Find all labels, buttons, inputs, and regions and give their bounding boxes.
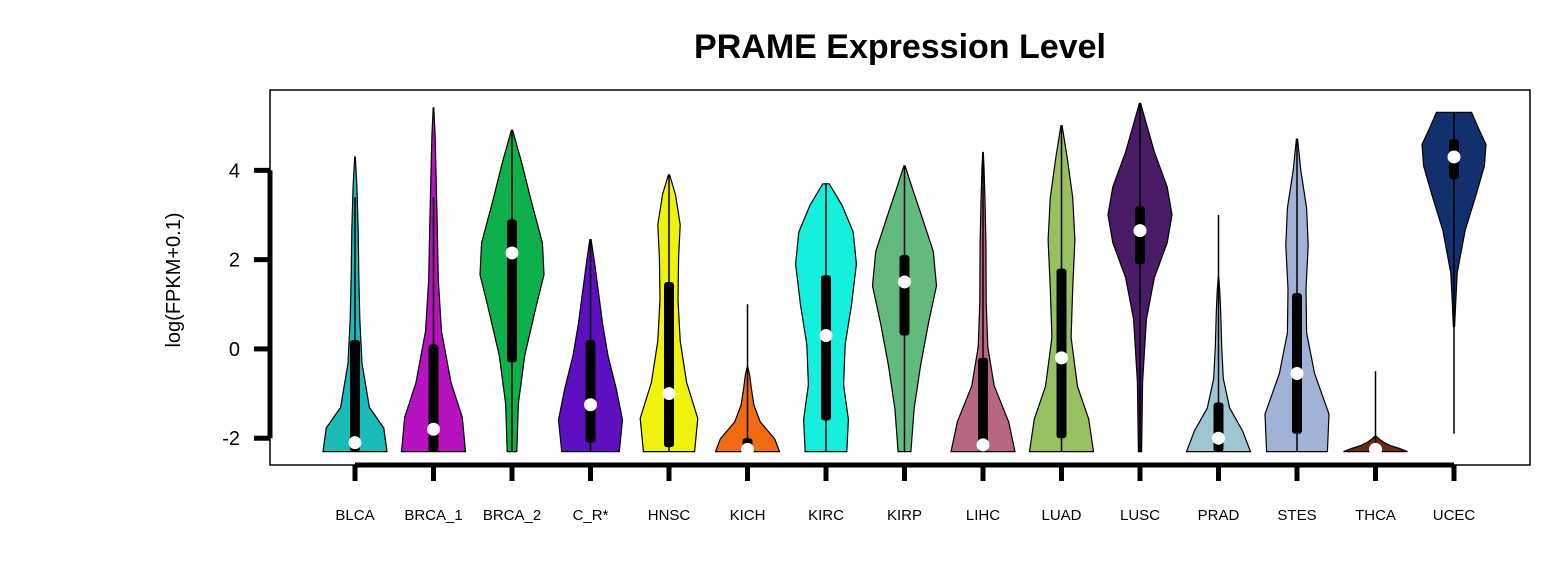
violin-median-point bbox=[976, 438, 990, 452]
y-axis: -2 0 2 4 bbox=[222, 160, 273, 450]
violin-iqr-box bbox=[507, 219, 517, 363]
violin-median-point bbox=[427, 422, 440, 436]
x-tick-label: HNSC bbox=[648, 507, 691, 524]
violin-median-point bbox=[741, 442, 754, 456]
chart-title: PRAME Expression Level bbox=[694, 28, 1106, 66]
violin-median-point bbox=[662, 387, 676, 401]
x-axis: BLCA BRCA_1 BRCA_2 C_R* HNSC KICH KIRC KIRP LIHC… bbox=[335, 462, 1476, 524]
x-tick-label: UCEC bbox=[1433, 507, 1476, 524]
y-axis-label: log(FPKM+0.1) bbox=[163, 212, 185, 347]
violin-median-point bbox=[1369, 442, 1382, 456]
x-tick-label: BRCA_1 bbox=[404, 507, 462, 524]
y-tick-label: 2 bbox=[229, 250, 240, 272]
violin-median-point bbox=[1447, 150, 1461, 164]
x-tick-label: KIRC bbox=[808, 507, 844, 524]
x-tick-label: LUSC bbox=[1120, 507, 1160, 524]
violin-iqr-box bbox=[821, 275, 831, 421]
y-tick-label: 0 bbox=[229, 339, 240, 361]
violin-median-point bbox=[1133, 224, 1147, 238]
violin-iqr-box bbox=[664, 281, 674, 448]
x-tick-label: THCA bbox=[1355, 507, 1396, 524]
violin-iqr-box bbox=[585, 340, 596, 443]
x-tick-label: BLCA bbox=[335, 507, 374, 524]
violin-median-point bbox=[348, 436, 362, 450]
violin-iqr-box bbox=[350, 340, 360, 452]
violin-median-point bbox=[1055, 351, 1068, 365]
x-tick-label: LUAD bbox=[1041, 507, 1081, 524]
violin-median-point bbox=[584, 398, 597, 412]
x-tick-label: KIRP bbox=[887, 507, 922, 524]
violin-iqr-box bbox=[1292, 293, 1302, 434]
y-tick-label: 4 bbox=[229, 160, 240, 182]
violin-iqr-box bbox=[978, 357, 988, 452]
violins-group bbox=[322, 102, 1487, 456]
x-tick-label: C_R* bbox=[573, 507, 609, 524]
violin-median-point bbox=[819, 329, 833, 343]
violin-median-point bbox=[1212, 431, 1225, 445]
x-tick-label: KICH bbox=[730, 507, 766, 524]
x-tick-label: LIHC bbox=[966, 507, 1000, 524]
violin-median-point bbox=[505, 246, 519, 260]
x-tick-label: BRCA_2 bbox=[483, 507, 541, 524]
violin-iqr-box bbox=[899, 255, 910, 336]
violin-median-point bbox=[1290, 366, 1304, 380]
y-tick-label: -2 bbox=[222, 428, 240, 450]
violin-median-point bbox=[898, 275, 911, 289]
x-tick-label: PRAD bbox=[1198, 507, 1240, 524]
x-tick-label: STES bbox=[1277, 507, 1316, 524]
